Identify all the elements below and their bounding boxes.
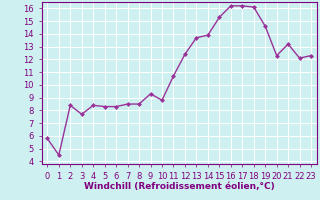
X-axis label: Windchill (Refroidissement éolien,°C): Windchill (Refroidissement éolien,°C) — [84, 182, 275, 191]
